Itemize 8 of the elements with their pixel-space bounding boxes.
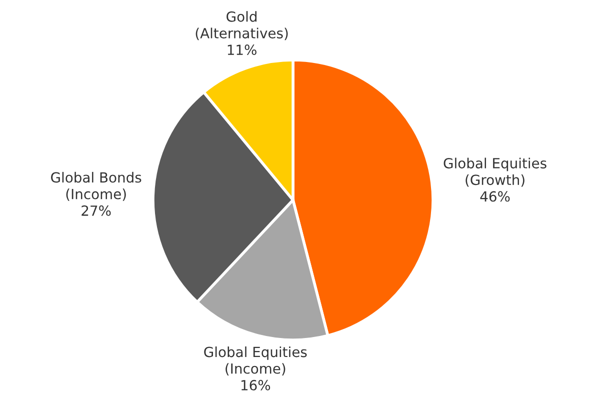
data-label: 27%: [82, 205, 111, 216]
data-label: 11%: [228, 44, 256, 56]
data-label: 16%: [241, 380, 270, 390]
slice-label: Global Bonds (Income): [51, 172, 142, 201]
data-label: 46%: [480, 191, 510, 202]
slice-label: Global Equities (Income): [204, 346, 307, 376]
slice-label: Global Equities (Growth): [444, 158, 546, 187]
slice-label: Gold (Alternatives): [196, 11, 288, 40]
